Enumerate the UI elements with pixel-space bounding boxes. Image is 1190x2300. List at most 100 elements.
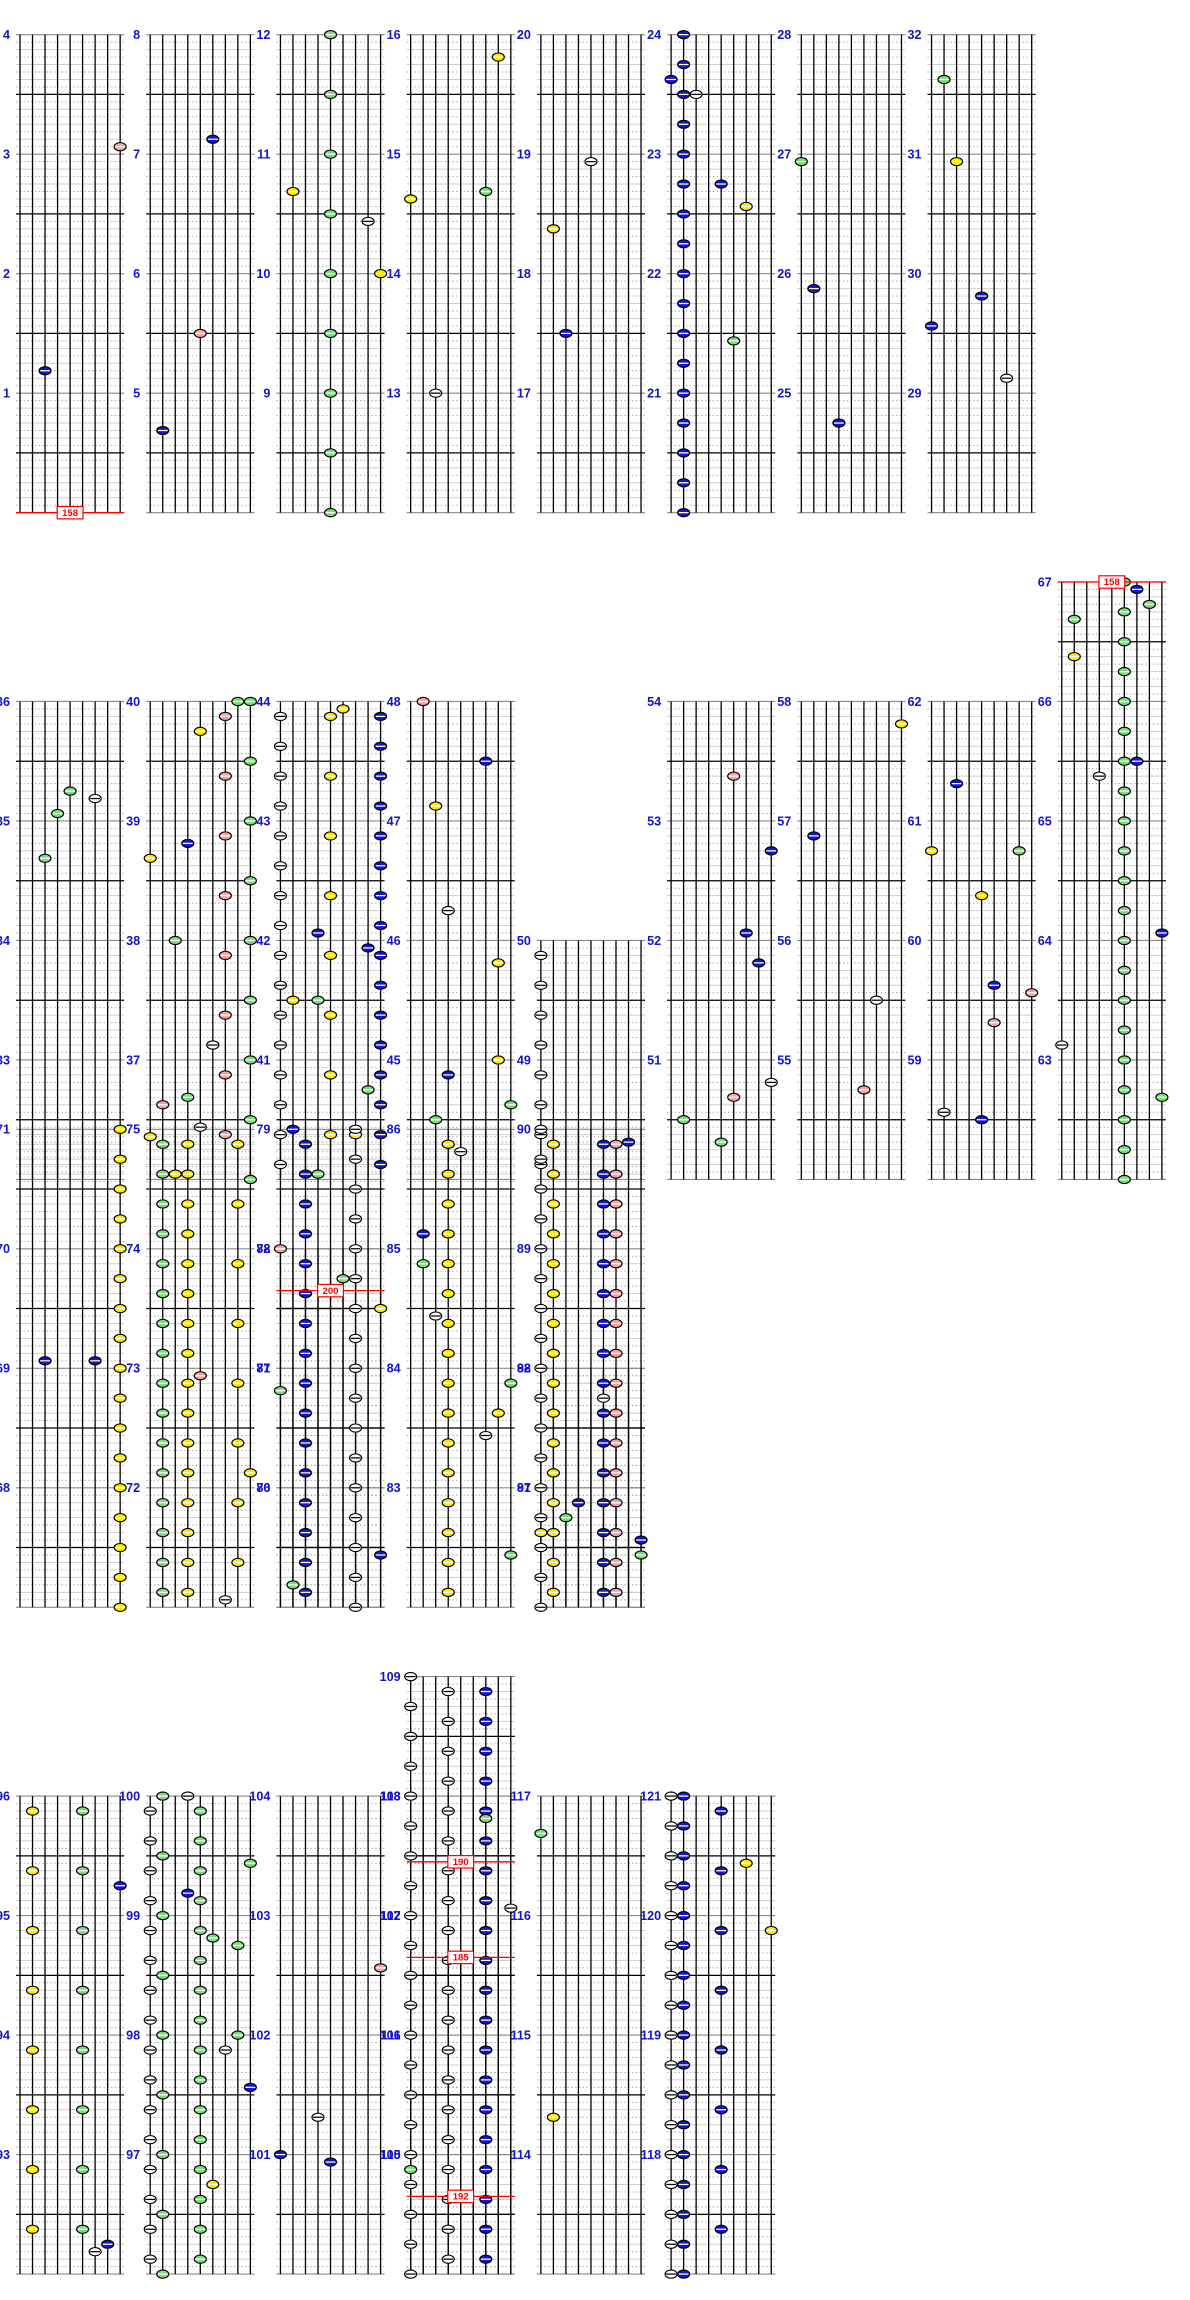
svg-text:6: 6: [133, 267, 140, 281]
svg-text:9: 9: [263, 387, 270, 401]
svg-text:4: 4: [3, 28, 10, 42]
svg-text:190: 190: [453, 1857, 469, 1868]
svg-text:82: 82: [256, 1242, 270, 1256]
svg-text:91: 91: [517, 1481, 531, 1495]
svg-text:59: 59: [907, 1053, 921, 1067]
svg-text:54: 54: [647, 695, 661, 709]
svg-text:100: 100: [119, 1790, 140, 1804]
svg-text:20: 20: [517, 28, 531, 42]
svg-text:35: 35: [0, 814, 10, 828]
svg-text:158: 158: [62, 508, 79, 519]
svg-text:111: 111: [381, 2029, 401, 2043]
svg-text:69: 69: [0, 1362, 10, 1376]
svg-text:85: 85: [387, 1242, 401, 1256]
svg-text:53: 53: [647, 814, 661, 828]
svg-text:158: 158: [1104, 577, 1121, 588]
svg-text:110: 110: [380, 2148, 400, 2162]
svg-text:55: 55: [777, 1053, 791, 1067]
svg-text:80: 80: [256, 1481, 270, 1495]
svg-text:102: 102: [249, 2029, 270, 2043]
svg-text:75: 75: [126, 1123, 140, 1137]
svg-text:65: 65: [1038, 814, 1052, 828]
svg-text:3: 3: [3, 148, 10, 162]
svg-text:67: 67: [1038, 575, 1052, 589]
svg-text:81: 81: [256, 1362, 270, 1376]
svg-text:114: 114: [511, 2148, 531, 2162]
svg-text:45: 45: [387, 1053, 401, 1067]
svg-text:116: 116: [511, 1909, 531, 1923]
svg-text:44: 44: [256, 695, 270, 709]
svg-text:98: 98: [126, 2029, 140, 2043]
svg-text:86: 86: [387, 1123, 401, 1137]
svg-text:27: 27: [777, 148, 791, 162]
svg-text:31: 31: [907, 148, 921, 162]
svg-text:56: 56: [777, 934, 791, 948]
svg-text:12: 12: [256, 28, 270, 42]
svg-text:101: 101: [249, 2148, 270, 2162]
svg-text:11: 11: [257, 148, 270, 162]
svg-text:32: 32: [907, 28, 921, 42]
svg-text:58: 58: [777, 695, 791, 709]
svg-text:104: 104: [249, 1790, 270, 1804]
svg-text:26: 26: [777, 267, 791, 281]
svg-text:120: 120: [640, 1909, 661, 1923]
svg-text:60: 60: [907, 934, 921, 948]
svg-text:103: 103: [249, 1909, 270, 1923]
svg-text:64: 64: [1038, 934, 1052, 948]
svg-text:51: 51: [647, 1053, 661, 1067]
svg-text:83: 83: [387, 1481, 401, 1495]
svg-text:48: 48: [387, 695, 401, 709]
svg-text:5: 5: [133, 387, 140, 401]
svg-text:74: 74: [126, 1242, 140, 1256]
svg-text:38: 38: [126, 934, 140, 948]
svg-text:90: 90: [517, 1123, 531, 1137]
svg-text:109: 109: [380, 1670, 401, 1684]
svg-text:61: 61: [907, 814, 921, 828]
svg-text:39: 39: [126, 814, 140, 828]
svg-text:46: 46: [387, 934, 401, 948]
svg-text:79: 79: [256, 1123, 270, 1137]
svg-text:99: 99: [126, 1909, 140, 1923]
svg-text:52: 52: [647, 934, 661, 948]
svg-text:22: 22: [647, 267, 661, 281]
svg-text:70: 70: [0, 1242, 10, 1256]
svg-text:10: 10: [256, 267, 270, 281]
svg-text:185: 185: [453, 1953, 470, 1964]
svg-text:89: 89: [517, 1242, 531, 1256]
svg-text:21: 21: [647, 387, 661, 401]
svg-text:121: 121: [640, 1790, 661, 1804]
svg-text:23: 23: [647, 148, 661, 162]
svg-text:33: 33: [0, 1053, 10, 1067]
svg-text:92: 92: [517, 1362, 531, 1376]
svg-text:8: 8: [133, 28, 140, 42]
svg-text:7: 7: [133, 148, 140, 162]
svg-text:13: 13: [387, 387, 401, 401]
svg-text:25: 25: [777, 387, 791, 401]
svg-text:57: 57: [777, 814, 791, 828]
svg-text:118: 118: [641, 2148, 661, 2162]
svg-text:63: 63: [1038, 1053, 1052, 1067]
svg-text:68: 68: [0, 1481, 10, 1495]
svg-text:15: 15: [387, 148, 401, 162]
svg-text:112: 112: [380, 1909, 400, 1923]
svg-text:94: 94: [0, 2029, 10, 2043]
svg-text:43: 43: [256, 814, 270, 828]
svg-text:115: 115: [511, 2029, 531, 2043]
svg-text:2: 2: [3, 267, 10, 281]
svg-text:14: 14: [387, 267, 401, 281]
svg-text:71: 71: [0, 1123, 10, 1137]
svg-text:50: 50: [517, 934, 531, 948]
svg-text:40: 40: [126, 695, 140, 709]
svg-text:72: 72: [126, 1481, 140, 1495]
svg-text:93: 93: [0, 2148, 10, 2162]
svg-text:113: 113: [380, 1790, 400, 1804]
svg-text:16: 16: [387, 28, 401, 42]
svg-text:200: 200: [322, 1286, 338, 1297]
svg-text:117: 117: [511, 1790, 531, 1804]
svg-text:36: 36: [0, 695, 10, 709]
svg-text:97: 97: [126, 2148, 140, 2162]
svg-text:18: 18: [517, 267, 531, 281]
svg-text:1: 1: [3, 387, 10, 401]
svg-text:73: 73: [126, 1362, 140, 1376]
svg-text:42: 42: [256, 934, 270, 948]
